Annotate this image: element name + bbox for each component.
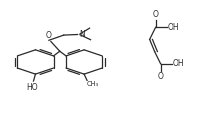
Text: O: O <box>153 10 159 19</box>
Text: O: O <box>158 72 164 81</box>
Text: N: N <box>79 30 85 39</box>
Text: HO: HO <box>27 83 38 92</box>
Text: OH: OH <box>172 59 184 68</box>
Text: OH: OH <box>168 23 179 32</box>
Text: CH₃: CH₃ <box>87 81 99 87</box>
Text: O: O <box>45 31 51 40</box>
